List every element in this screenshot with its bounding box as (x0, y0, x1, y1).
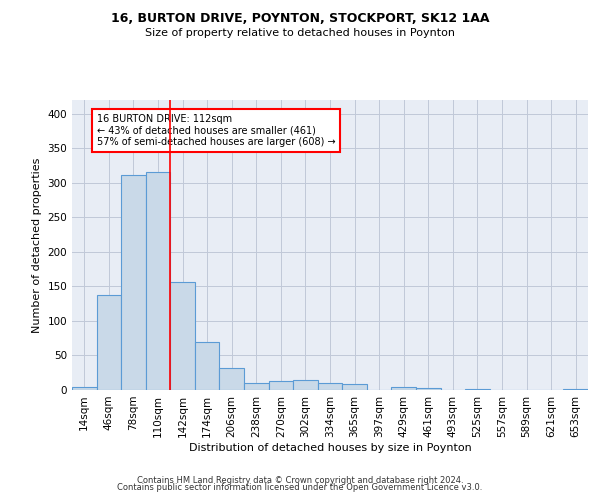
Bar (416, 388, 440, 390)
Bar (465, 388, 490, 390)
X-axis label: Distribution of detached houses by size in Poynton: Distribution of detached houses by size … (188, 442, 472, 452)
Y-axis label: Number of detached properties: Number of detached properties (32, 158, 42, 332)
Bar (293, 380, 318, 390)
Bar (121, 176, 146, 390)
Text: 16, BURTON DRIVE, POYNTON, STOCKPORT, SK12 1AA: 16, BURTON DRIVE, POYNTON, STOCKPORT, SK… (111, 12, 489, 26)
Bar (170, 282, 195, 390)
Bar (72, 387, 97, 390)
Bar (97, 296, 121, 390)
Text: Contains public sector information licensed under the Open Government Licence v3: Contains public sector information licen… (118, 484, 482, 492)
Text: Contains HM Land Registry data © Crown copyright and database right 2024.: Contains HM Land Registry data © Crown c… (137, 476, 463, 485)
Bar (391, 386, 416, 390)
Bar (195, 342, 220, 390)
Text: 16 BURTON DRIVE: 112sqm
← 43% of detached houses are smaller (461)
57% of semi-d: 16 BURTON DRIVE: 112sqm ← 43% of detache… (97, 114, 335, 147)
Bar (146, 172, 170, 390)
Bar (244, 383, 269, 390)
Bar (342, 384, 367, 390)
Bar (220, 368, 244, 390)
Bar (269, 381, 293, 390)
Text: Size of property relative to detached houses in Poynton: Size of property relative to detached ho… (145, 28, 455, 38)
Bar (318, 383, 342, 390)
Bar (563, 388, 588, 390)
